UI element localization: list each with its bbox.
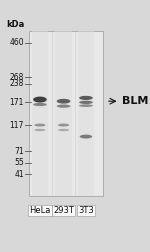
FancyBboxPatch shape [32,31,48,196]
Ellipse shape [33,103,47,106]
Ellipse shape [33,97,47,103]
Text: 460: 460 [9,38,24,47]
Ellipse shape [80,135,92,139]
FancyBboxPatch shape [56,31,72,196]
Text: BLM: BLM [122,96,148,106]
Ellipse shape [34,123,46,127]
Ellipse shape [57,99,70,104]
Ellipse shape [79,101,93,104]
Ellipse shape [58,129,69,131]
Text: kDa: kDa [6,20,25,29]
Ellipse shape [79,96,93,100]
Text: 117: 117 [9,120,24,130]
Ellipse shape [79,104,93,107]
Text: 268: 268 [9,73,24,82]
Text: 3T3: 3T3 [78,206,94,215]
FancyBboxPatch shape [78,31,94,196]
Ellipse shape [34,129,46,131]
Ellipse shape [57,105,70,108]
Ellipse shape [58,123,69,127]
Text: 238: 238 [9,79,24,88]
Text: 171: 171 [9,98,24,107]
Text: 41: 41 [14,170,24,179]
Text: 71: 71 [14,147,24,156]
Text: 293T: 293T [53,206,74,215]
Text: HeLa: HeLa [29,206,51,215]
Text: 55: 55 [14,159,24,167]
FancyBboxPatch shape [29,31,103,196]
